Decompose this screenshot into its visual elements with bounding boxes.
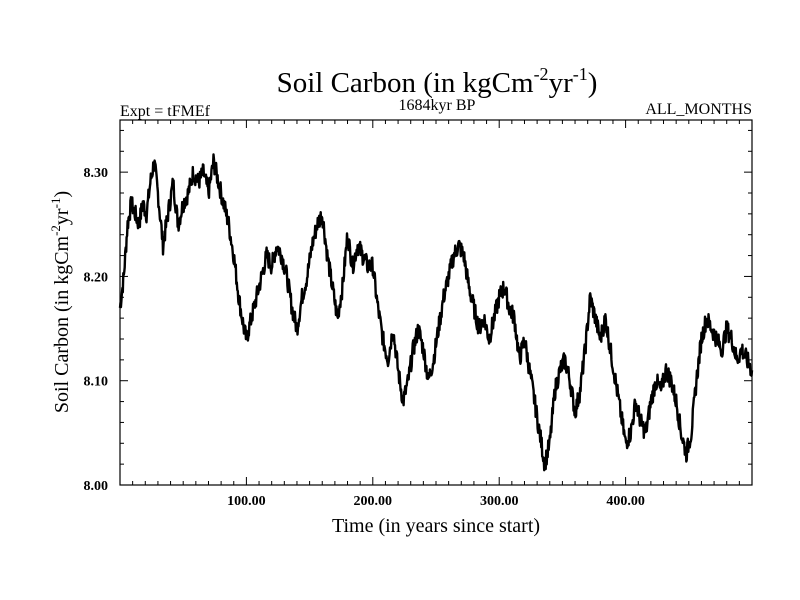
axis-ticks: [120, 120, 752, 485]
y-tick-label: 8.30: [84, 166, 109, 181]
y-axis-label: Soil Carbon (in kgCm-2yr-1): [48, 191, 73, 413]
x-tick-labels: 100.00 200.00 300.00 400.00: [227, 494, 645, 509]
chart-title: Soil Carbon (in kgCm-2yr-1): [277, 64, 598, 99]
y-tick-label: 8.10: [84, 375, 109, 390]
x-tick-label: 400.00: [606, 494, 645, 509]
y-tick-label: 8.00: [84, 479, 109, 494]
x-tick-label: 100.00: [227, 494, 266, 509]
months-label: ALL_MONTHS: [645, 101, 752, 118]
y-tick-label: 8.20: [84, 270, 109, 285]
x-axis-label: Time (in years since start): [332, 515, 540, 537]
soil-carbon-series-line: [118, 153, 754, 472]
period-label: 1684kyr BP: [399, 97, 476, 114]
x-tick-label: 200.00: [354, 494, 393, 509]
experiment-label: Expt = tFMEf: [120, 103, 211, 120]
x-tick-label: 300.00: [480, 494, 519, 509]
y-tick-labels: 8.00 8.10 8.20 8.30: [84, 166, 109, 494]
